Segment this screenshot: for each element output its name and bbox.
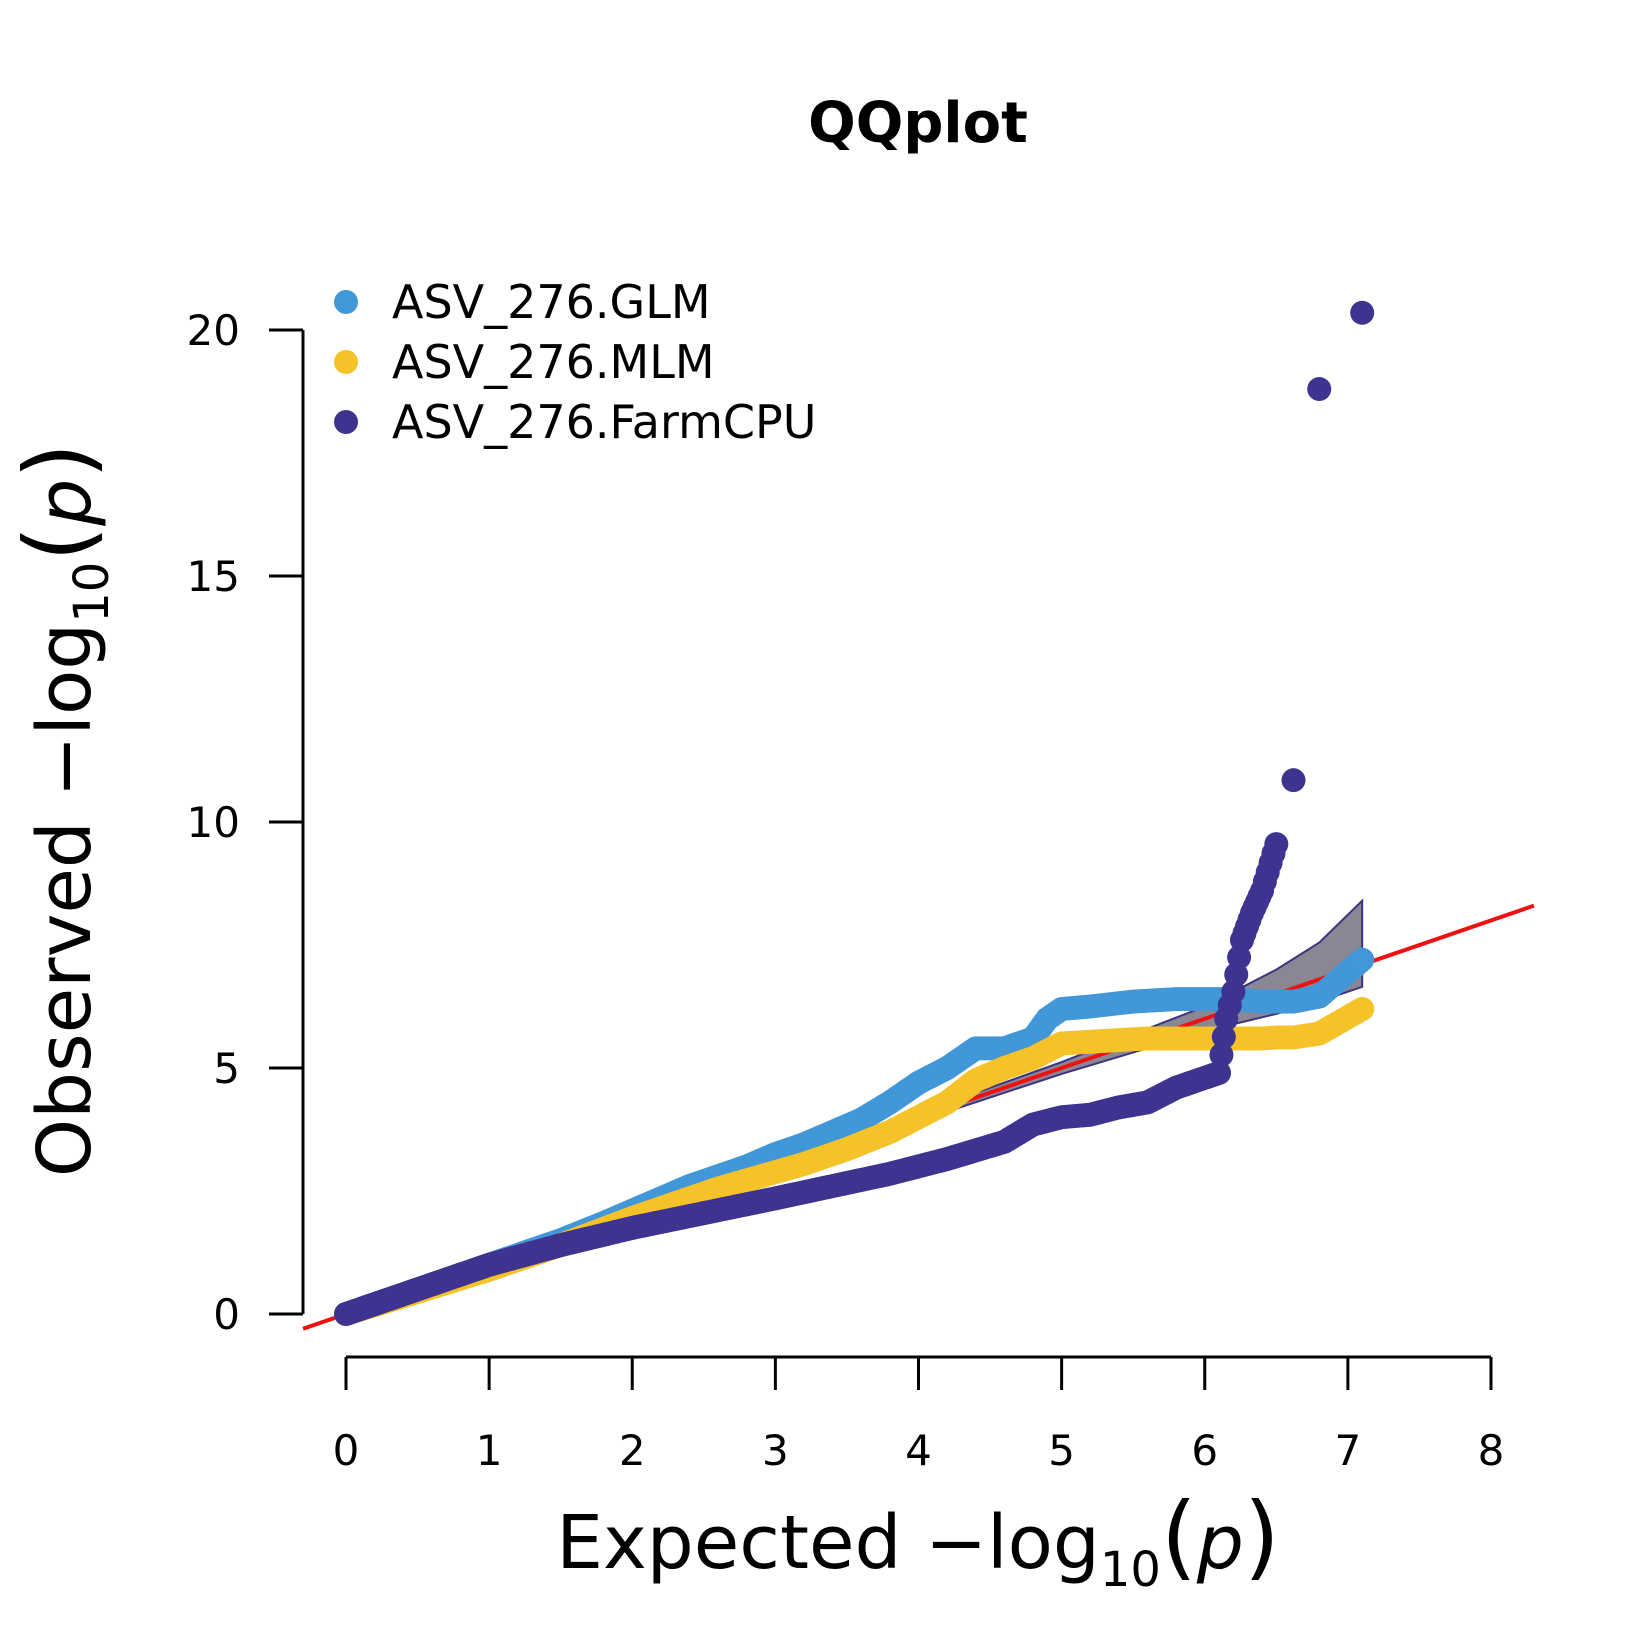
x-tick-label: 6: [1191, 1426, 1218, 1475]
data-point: [1350, 300, 1375, 325]
x-tick-label: 3: [762, 1426, 789, 1475]
points-layer: [334, 300, 1375, 1326]
legend: ASV_276.GLM ASV_276.MLM ASV_276.FarmCPU: [334, 275, 816, 449]
legend-label: ASV_276.GLM: [392, 275, 711, 329]
y-axis-title: Observed −log10(p): [5, 443, 120, 1177]
x-tick-label: 0: [333, 1426, 360, 1475]
chart-title: QQplot: [808, 91, 1028, 156]
y-tick-label: 20: [187, 306, 240, 355]
y-tick-label: 0: [213, 1290, 240, 1339]
x-tick-label: 2: [619, 1426, 646, 1475]
series-ASV_276.FarmCPU: [334, 300, 1375, 1326]
legend-marker: [334, 410, 358, 434]
data-point: [1264, 832, 1289, 857]
data-point: [1207, 1060, 1232, 1085]
x-tick-label: 1: [476, 1426, 503, 1475]
data-point: [1307, 377, 1332, 402]
data-point: [1281, 768, 1306, 793]
y-tick-label: 15: [187, 552, 240, 601]
data-point: [1350, 947, 1375, 972]
y-tick-label: 10: [187, 798, 240, 847]
data-point: [1209, 1042, 1234, 1067]
legend-marker: [334, 290, 358, 314]
legend-marker: [334, 350, 358, 374]
legend-label: ASV_276.FarmCPU: [392, 395, 816, 449]
data-point: [1350, 996, 1375, 1021]
y-axis: 0 5 10 15 20: [187, 306, 305, 1339]
x-tick-label: 5: [1048, 1426, 1075, 1475]
x-axis: 0 1 2 3 4 5 6 7 8: [333, 1355, 1505, 1475]
y-tick-label: 5: [213, 1044, 240, 1093]
x-axis-title: Expected −log10(p): [556, 1483, 1279, 1598]
data-point: [1211, 1024, 1236, 1049]
legend-label: ASV_276.MLM: [392, 335, 715, 389]
x-tick-label: 7: [1335, 1426, 1362, 1475]
x-tick-label: 4: [905, 1426, 932, 1475]
x-tick-label: 8: [1478, 1426, 1505, 1475]
